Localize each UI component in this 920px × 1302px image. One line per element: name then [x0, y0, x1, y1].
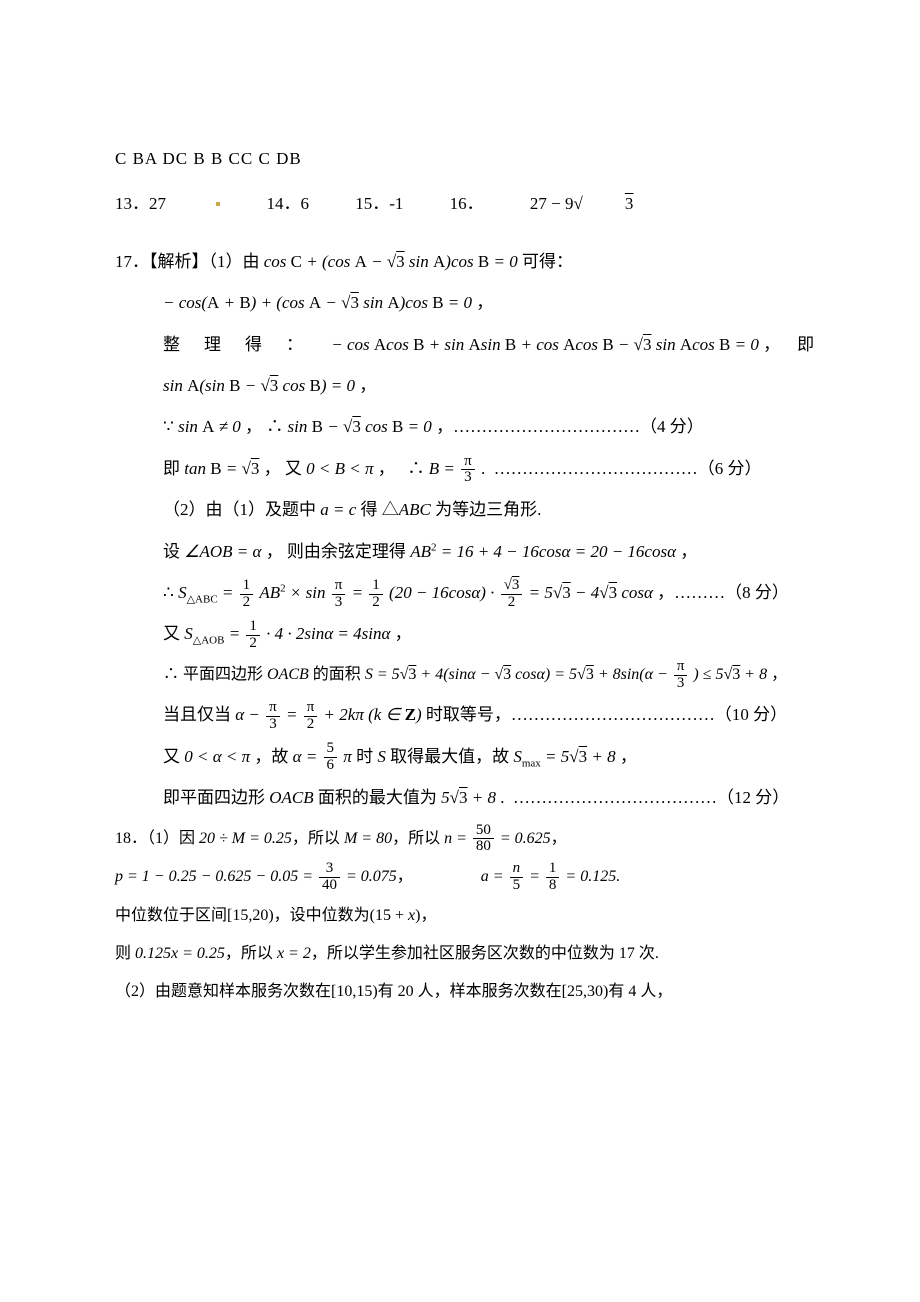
- q18-line3: 中位数位于区间[15,20)，设中位数为(15 + x)，: [115, 900, 820, 932]
- q17-line3: sin A(sin B − 3 cos B) = 0 ，: [115, 367, 820, 404]
- q17-line5: 即 tan B = 3 ， 又 0 < B < π ， ∴ B = π3 . ……: [115, 450, 820, 487]
- q17-line2: 整理得： − cos Acos B + sin Asin B + cos Aco…: [115, 326, 820, 363]
- q17-head: 17．【解析】（1）由 cos C + (cos A − 3 sin A)cos…: [115, 243, 820, 280]
- q17-line4: ∵ sin A ≠ 0 ， ∴ sin B − 3 cos B = 0 ，…………: [115, 408, 820, 445]
- problem-17: 17．【解析】（1）由 cos C + (cos A − 3 sin A)cos…: [115, 243, 820, 817]
- q17-line7: 设 ∠AOB = α ， 则由余弦定理得 AB2 = 16 + 4 − 16co…: [115, 533, 820, 570]
- score-6: （6 分）: [698, 459, 762, 478]
- q14-answer: 14．6: [267, 194, 310, 213]
- q17-line10: ∴ 平面四边形 OACB 的面积 S = 53 + 4(sinα − 3 cos…: [115, 657, 820, 692]
- score-4: （4 分）: [640, 417, 704, 436]
- q18-line4: 则 0.125x = 0.25，所以 x = 2，所以学生参加社区服务区次数的中…: [115, 938, 820, 970]
- q17-line6: （2）由（1）及题中 a = c 得 △ABC 为等边三角形.: [115, 491, 820, 528]
- score-8: （8 分）: [725, 583, 789, 602]
- q15-answer: 15．-1: [355, 194, 403, 213]
- q18-line2: p = 1 − 0.25 − 0.625 − 0.05 = 340 = 0.07…: [115, 861, 820, 894]
- decorative-square-icon: [216, 202, 220, 206]
- q18-line5: （2）由题意知样本服务次数在[10,15)有 20 人，样本服务次数在[25,3…: [115, 976, 820, 1008]
- q16-answer: 16． 27 − 93: [450, 194, 718, 213]
- problem-18: 18．（1）因 20 ÷ M = 0.25，所以 M = 80，所以 n = 5…: [115, 823, 820, 1008]
- q17-line8: ∴ S△ABC = 12 AB2 × sin π3 = 12 (20 − 16c…: [115, 574, 820, 612]
- q16-prefix: 16．: [450, 194, 484, 213]
- q17-line12: 又 0 < α < π ，故 α = 56 π 时 S 取得最大值，故 Smax…: [115, 738, 820, 776]
- score-10: （10 分）: [715, 705, 787, 724]
- q17-line11: 当且仅当 α − π3 = π2 + 2kπ (k ∈ Z) 时取等号，……………: [115, 696, 820, 733]
- q13-answer: 13．27: [115, 194, 166, 213]
- fill-blank-answers: 13．27 14．6 15．-1 16． 27 − 93: [115, 185, 820, 222]
- page-container: C BA DC B B CC C DB 13．27 14．6 15．-1 16．…: [0, 0, 920, 1302]
- q16-value: 27 − 93: [530, 194, 675, 213]
- q18-line1: 18．（1）因 20 ÷ M = 0.25，所以 M = 80，所以 n = 5…: [115, 823, 820, 856]
- multiple-choice-answers: C BA DC B B CC C DB: [115, 140, 820, 177]
- q17-line2-pre: 整理得：: [163, 326, 327, 363]
- q17-line13: 即平面四边形 OACB 面积的最大值为 53 + 8 . ………………………………: [115, 779, 820, 816]
- score-12: （12 分）: [717, 788, 789, 807]
- q17-line1: − cos(A + B) + (cos A − 3 sin A)cos B = …: [115, 284, 820, 321]
- q17-line9: 又 S△AOB = 12 · 4 · 2sinα = 4sinα ，: [115, 615, 820, 653]
